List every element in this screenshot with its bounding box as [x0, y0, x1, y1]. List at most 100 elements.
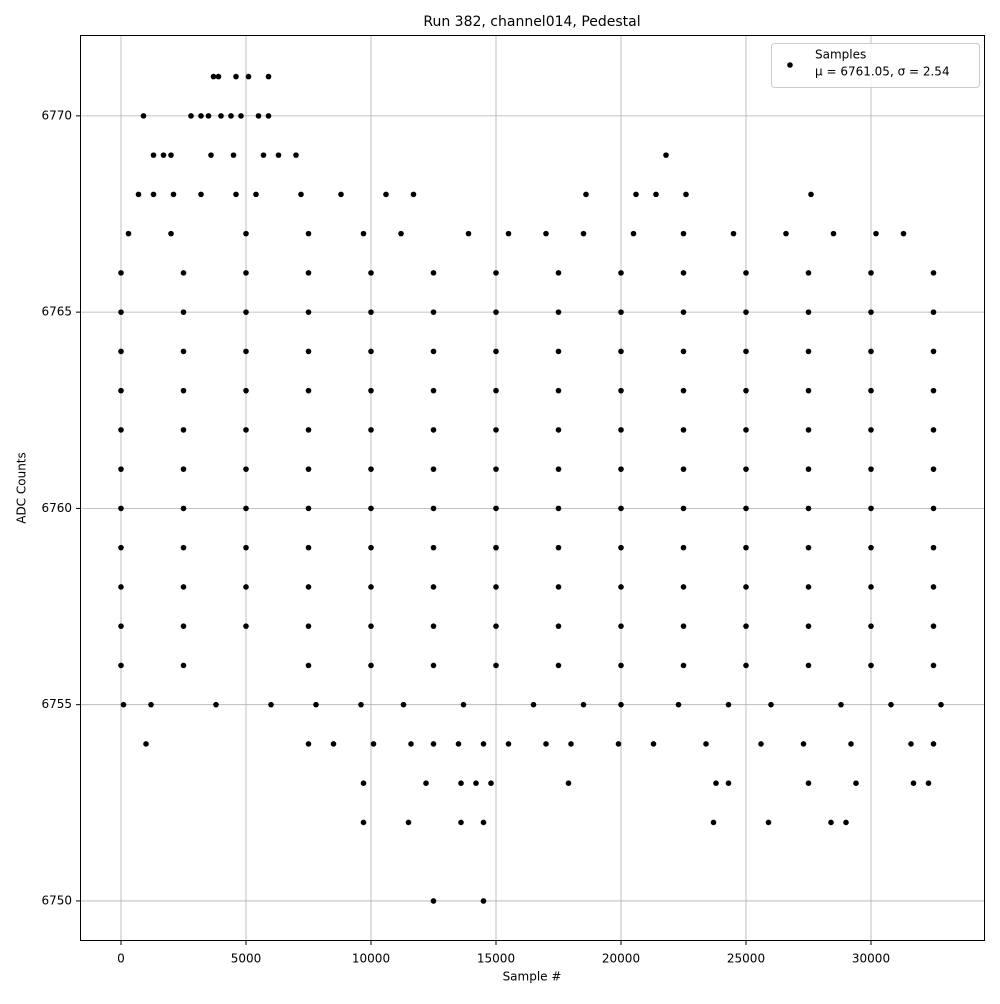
y-tick-label: 6765 [41, 305, 72, 319]
point [618, 584, 624, 590]
point [305, 584, 312, 590]
point [930, 427, 937, 433]
point [473, 780, 479, 786]
point [305, 662, 312, 669]
point [805, 505, 812, 512]
point [430, 505, 437, 512]
point [368, 387, 374, 394]
point [313, 701, 319, 708]
point [170, 191, 177, 198]
point [868, 505, 874, 512]
point [338, 191, 344, 198]
point [243, 584, 249, 590]
point [868, 309, 874, 315]
point [808, 191, 814, 198]
chart-title: Run 382, channel014, Pedestal [423, 14, 640, 30]
point [838, 701, 844, 708]
point [135, 191, 142, 198]
point [233, 73, 239, 80]
point [398, 230, 404, 237]
point [305, 230, 312, 237]
point [305, 505, 312, 512]
point [233, 191, 239, 198]
point [580, 230, 587, 237]
point [743, 387, 749, 394]
point [710, 819, 717, 826]
point [848, 741, 854, 747]
point [305, 309, 312, 315]
point [430, 309, 437, 315]
point [360, 780, 367, 786]
point [243, 348, 249, 355]
point [910, 780, 917, 786]
point [208, 152, 214, 158]
point [188, 113, 194, 119]
x-tick-label: 10000 [352, 952, 390, 966]
point [555, 584, 562, 590]
point [160, 152, 167, 158]
point [868, 387, 874, 394]
point [118, 505, 124, 512]
point [305, 466, 312, 472]
point [243, 270, 249, 276]
point [675, 701, 682, 708]
point [853, 780, 859, 786]
point [663, 152, 669, 158]
point [680, 623, 687, 629]
point [430, 741, 437, 747]
point [618, 662, 624, 669]
point [615, 741, 622, 747]
point [400, 701, 407, 708]
y-tick-label: 6755 [41, 697, 72, 711]
point [430, 898, 437, 904]
point [743, 309, 749, 315]
point [868, 623, 874, 629]
point [118, 309, 124, 315]
point [805, 780, 812, 786]
point [868, 544, 874, 551]
point [430, 544, 437, 551]
point [410, 191, 417, 198]
point [198, 113, 204, 119]
point [118, 270, 124, 276]
point [480, 741, 487, 747]
point [368, 466, 374, 472]
point [683, 191, 689, 198]
point [458, 819, 464, 826]
point [430, 623, 437, 629]
point [555, 544, 562, 551]
point [725, 780, 732, 786]
point [888, 701, 894, 708]
point [868, 427, 874, 433]
point [358, 701, 364, 708]
point [930, 623, 937, 629]
point [243, 623, 249, 629]
point [118, 427, 124, 433]
point [245, 73, 252, 80]
point [805, 623, 812, 629]
point [243, 387, 249, 394]
point [868, 466, 874, 472]
point [873, 230, 879, 237]
point [743, 427, 749, 433]
point [618, 387, 624, 394]
point [555, 309, 562, 315]
x-tick-label: 5000 [231, 952, 262, 966]
point [368, 544, 374, 551]
point [150, 191, 157, 198]
point [680, 270, 687, 276]
point [908, 741, 914, 747]
point [118, 348, 124, 355]
point [305, 270, 312, 276]
point [580, 701, 587, 708]
point [243, 427, 249, 433]
point [430, 584, 437, 590]
point [505, 230, 512, 237]
x-axis-label: Sample # [503, 970, 562, 984]
point [305, 741, 312, 747]
point [868, 662, 874, 669]
point [180, 584, 187, 590]
point [493, 505, 499, 512]
point [653, 191, 659, 198]
x-tick-label: 30000 [852, 952, 890, 966]
